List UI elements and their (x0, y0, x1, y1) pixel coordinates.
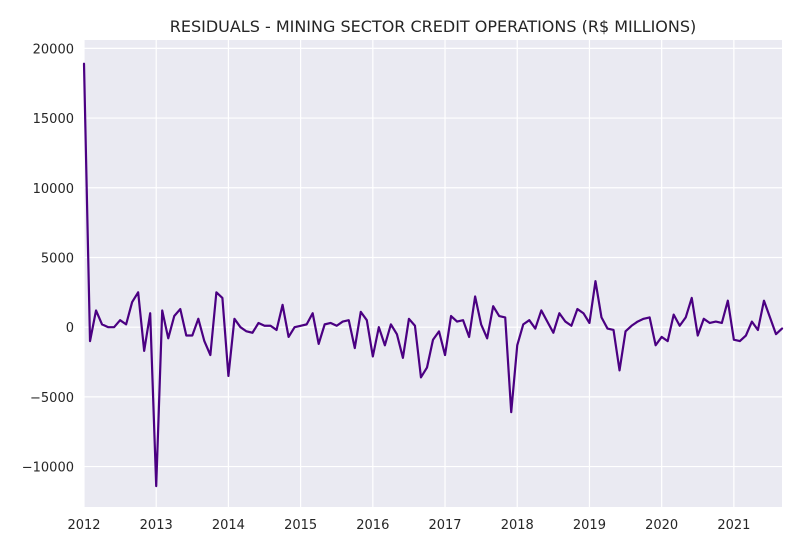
chart-title: RESIDUALS - MINING SECTOR CREDIT OPERATI… (170, 17, 697, 36)
y-tick-label: −10000 (22, 461, 74, 476)
y-tick-label: 15000 (33, 112, 74, 127)
x-tick-label: 2016 (356, 518, 389, 533)
x-tick-labels: 2012 2013 2014 2015 2016 2017 2018 2019 2020 2021 (67, 518, 750, 533)
x-tick-label: 2014 (212, 518, 245, 533)
y-tick-labels: 20000 15000 10000 5000 0 −5000 −10000 (22, 42, 74, 475)
y-tick-label: 5000 (41, 251, 74, 266)
y-tick-label: 0 (66, 321, 74, 336)
x-tick-label: 2021 (717, 518, 750, 533)
x-tick-label: 2015 (284, 518, 317, 533)
x-tick-label: 2017 (428, 518, 461, 533)
y-tick-label: 10000 (33, 182, 74, 197)
plot-area-background (84, 40, 782, 507)
y-tick-label: 20000 (33, 42, 74, 57)
x-tick-label: 2018 (501, 518, 534, 533)
x-tick-label: 2012 (67, 518, 100, 533)
x-tick-label: 2019 (573, 518, 606, 533)
x-tick-label: 2013 (140, 518, 173, 533)
y-tick-label: −5000 (30, 391, 74, 406)
x-tick-label: 2020 (645, 518, 678, 533)
